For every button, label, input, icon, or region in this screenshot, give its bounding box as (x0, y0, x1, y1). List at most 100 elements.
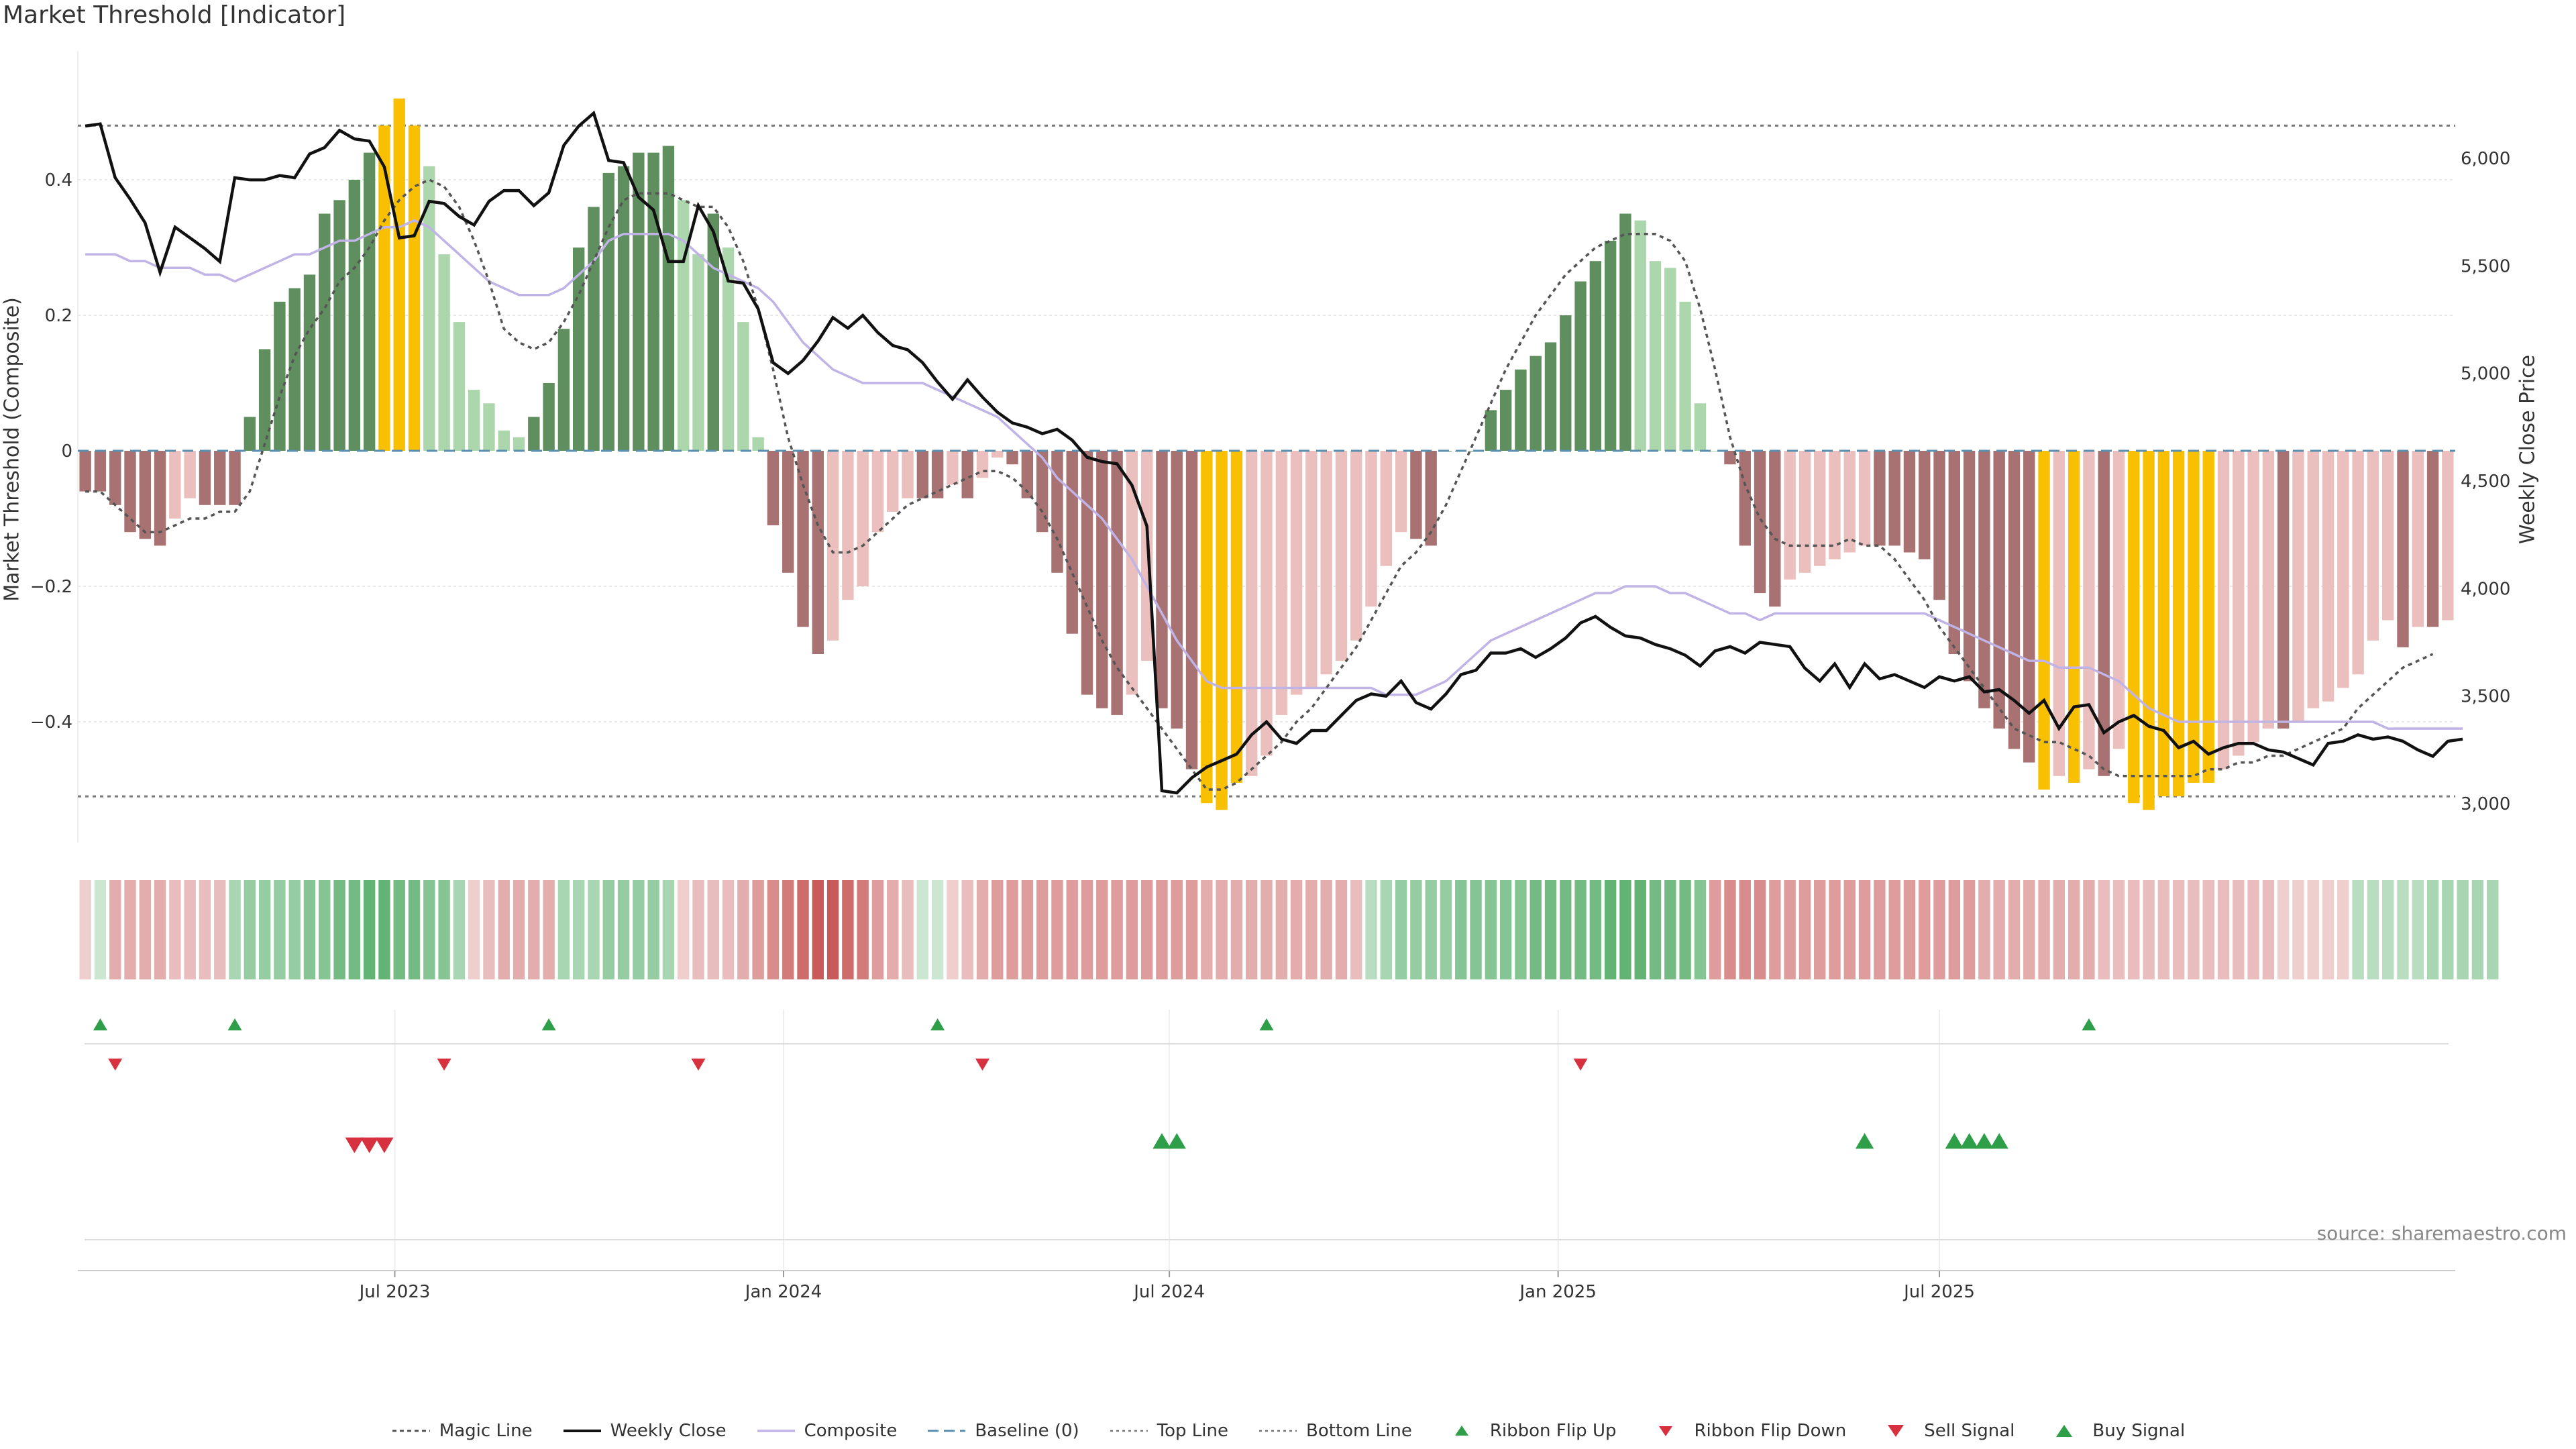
ribbon-cell (1305, 880, 1318, 979)
ribbon-cell (737, 880, 749, 979)
ribbon-cell (408, 880, 421, 979)
composite-bar (2217, 451, 2230, 769)
composite-bar (647, 152, 659, 451)
ribbon-cell (1216, 880, 1228, 979)
ribbon-cell (1634, 880, 1646, 979)
ribbon-cell (1694, 880, 1707, 979)
legend-label: Magic Line (439, 1421, 533, 1441)
buy-signal-marker (1990, 1133, 2008, 1149)
ribbon-cell (1201, 880, 1213, 979)
ribbon-cell (1649, 880, 1662, 979)
ribbon-flip-down-marker (975, 1059, 990, 1071)
composite-bar (1724, 451, 1736, 465)
legend-label: Bottom Line (1306, 1421, 1412, 1441)
composite-bar (947, 451, 959, 485)
ribbon-cell (1933, 880, 1945, 979)
legend-item-ribbon-flip-up: Ribbon Flip Up (1442, 1421, 1617, 1441)
legend-swatch-bottom-line (1259, 1430, 1297, 1432)
ribbon-cell (1769, 880, 1781, 979)
composite-bar (916, 451, 929, 498)
ribbon-cell (2247, 880, 2259, 979)
ribbon-cell (303, 880, 316, 979)
composite-bar (1410, 451, 1422, 539)
legend-label: Top Line (1157, 1421, 1228, 1441)
legend-label: Ribbon Flip Up (1489, 1421, 1617, 1441)
composite-bar (2202, 451, 2214, 783)
composite-bar (2188, 451, 2200, 783)
composite-bar (184, 451, 196, 498)
ribbon-cell (139, 880, 151, 979)
composite-bar (557, 329, 570, 451)
ribbon-cell (1499, 880, 1512, 979)
composite-bar (1230, 451, 1243, 783)
composite-bar (2397, 451, 2409, 647)
ribbon-cell (1185, 880, 1198, 979)
ribbon-cell (244, 880, 256, 979)
ribbon-cell (976, 880, 989, 979)
composite-bar (2307, 451, 2319, 708)
ribbon-cell (707, 880, 719, 979)
composite-bar (1365, 451, 1377, 607)
composite-bar (1829, 451, 1841, 559)
ribbon-cell (1081, 880, 1093, 979)
ribbon-cell (1843, 880, 1856, 979)
y-tick-label-right: 3,500 (2461, 687, 2510, 707)
ribbon-cell (1036, 880, 1049, 979)
composite-bar (258, 349, 271, 451)
composite-bar (1036, 451, 1049, 533)
composite-bar (2083, 451, 2095, 769)
ribbon-cell (662, 880, 675, 979)
composite-bar (1560, 315, 1572, 451)
ribbon-cell (1560, 880, 1572, 979)
y-tick-label-right: 5,500 (2461, 256, 2510, 276)
legend-item-weekly-close: Weekly Close (562, 1421, 727, 1441)
composite-bar (617, 166, 630, 451)
composite-bar (1320, 451, 1332, 675)
sell-signal-marker (360, 1137, 379, 1153)
ribbon-cell (229, 880, 241, 979)
composite-bar (333, 200, 345, 451)
composite-bar (348, 180, 361, 451)
ribbon-cell (842, 880, 854, 979)
ribbon-cell (2112, 880, 2125, 979)
ribbon-cell (902, 880, 914, 979)
ribbon-cell (1829, 880, 1841, 979)
ribbon-cell (752, 880, 764, 979)
buy-signal-marker (1945, 1133, 1964, 1149)
composite-bar (468, 390, 480, 451)
composite-bar (1066, 451, 1078, 634)
composite-bar (79, 451, 91, 492)
ribbon-cell (812, 880, 824, 979)
ribbon-cell (1066, 880, 1078, 979)
composite-bar (1529, 356, 1542, 451)
y-tick-label-left: −0.4 (30, 712, 72, 733)
ribbon-cell (1455, 880, 1467, 979)
ribbon-cell (2412, 880, 2424, 979)
legend-swatch-ribbon-flip-down (1659, 1426, 1673, 1436)
composite-bar (1499, 390, 1512, 451)
ribbon-cell (2367, 880, 2379, 979)
ribbon-cell (1275, 880, 1287, 979)
composite-bar (1021, 451, 1034, 498)
ribbon-cell (887, 880, 899, 979)
ribbon-cell (2277, 880, 2290, 979)
ribbon-cell (1963, 880, 1976, 979)
ribbon-cell (1799, 880, 1811, 979)
ribbon-cell (2083, 880, 2095, 979)
composite-bar (1515, 369, 1527, 451)
ribbon-cell (1515, 880, 1527, 979)
composite-bar (2337, 451, 2349, 688)
x-tick-label: Jan 2024 (744, 1282, 822, 1302)
ribbon-cell (214, 880, 226, 979)
composite-bar (2277, 451, 2290, 729)
composite-bar (393, 98, 405, 451)
legend-swatch-baseline (928, 1430, 966, 1432)
composite-bar (2322, 451, 2334, 702)
composite-bar (1171, 451, 1183, 729)
composite-bar (767, 451, 780, 526)
composite-bar (229, 451, 241, 505)
ribbon-cell (678, 880, 690, 979)
composite-bar (1260, 451, 1273, 756)
y-tick-label-left: 0.4 (45, 170, 72, 191)
x-tick-label: Jul 2023 (358, 1282, 431, 1302)
